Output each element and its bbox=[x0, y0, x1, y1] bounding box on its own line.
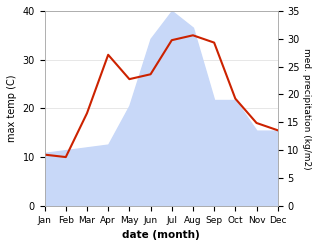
Y-axis label: max temp (C): max temp (C) bbox=[7, 75, 17, 142]
Y-axis label: med. precipitation (kg/m2): med. precipitation (kg/m2) bbox=[302, 48, 311, 169]
X-axis label: date (month): date (month) bbox=[122, 230, 200, 240]
